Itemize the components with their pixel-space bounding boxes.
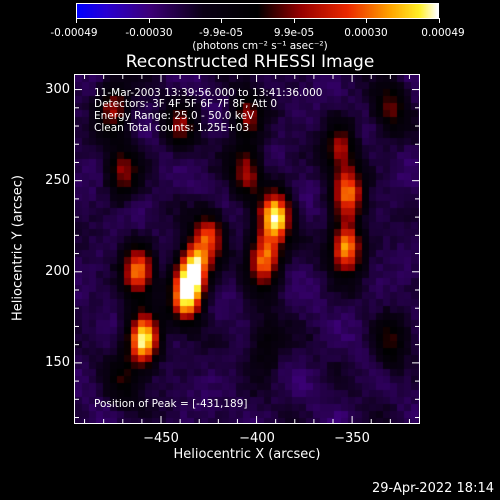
peak-position: Position of Peak = [-431,189] [94, 398, 248, 410]
time-range: 11-Mar-2003 13:39:56.000 to 13:41:36.000 [94, 87, 323, 99]
colorbar-tick-label: -0.00049 [50, 27, 98, 39]
colorbar-tick [221, 18, 222, 23]
x-axis-label: Heliocentric X (arcsec) [173, 447, 321, 462]
plot-frame [74, 74, 420, 424]
y-tick-label: 200 [45, 264, 70, 279]
y-tick-label: 300 [45, 82, 70, 97]
colorbar-tick [76, 18, 77, 23]
colorbar-tick [149, 18, 150, 23]
colorbar-tick-label: -0.00030 [125, 27, 173, 39]
x-tick-label: −450 [143, 431, 179, 446]
energy-range: Energy Range: 25.0 - 50.0 keV [94, 110, 255, 122]
colorbar [76, 3, 439, 19]
y-tick-label: 150 [45, 355, 70, 370]
y-axis-label: Heliocentric Y (arcsec) [10, 175, 26, 321]
colorbar-units: (photons cm⁻² s⁻¹ asec⁻²) [192, 40, 328, 52]
y-tick-label: 250 [45, 173, 70, 188]
rhessi-image [75, 75, 419, 423]
footer-timestamp: 29-Apr-2022 18:14 [372, 481, 494, 496]
algorithm-counts: Clean Total counts: 1.25E+03 [94, 122, 250, 134]
colorbar-tick-label: -9.9e-05 [198, 27, 244, 39]
colorbar-tick-label: 9.9e-05 [273, 27, 315, 39]
colorbar-tick [439, 18, 440, 23]
x-tick-label: −400 [239, 431, 275, 446]
colorbar-tick-label: 0.00049 [421, 27, 465, 39]
chart-title: Reconstructed RHESSI Image [125, 52, 375, 72]
colorbar-tick [366, 18, 367, 23]
x-tick-label: −350 [334, 431, 370, 446]
colorbar-tick-label: 0.00030 [344, 27, 388, 39]
colorbar-tick [294, 18, 295, 23]
detectors-info: Detectors: 3F 4F 5F 6F 7F 8F, Att 0 [94, 98, 278, 110]
